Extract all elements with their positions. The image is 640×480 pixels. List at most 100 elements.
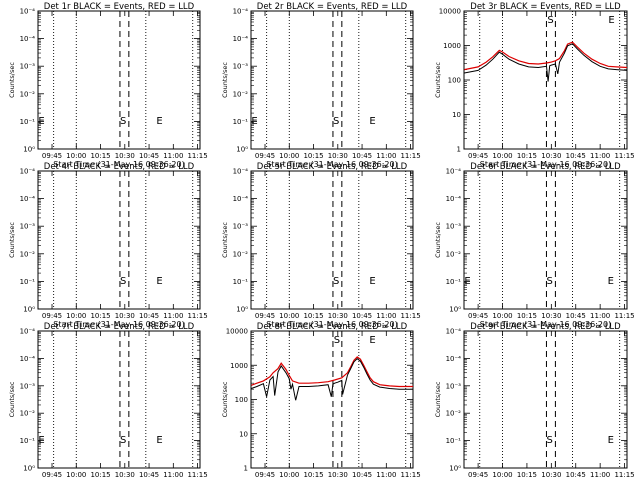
plot-frame (37, 330, 201, 469)
y-tick-label: 10 (239, 430, 248, 438)
start-marker: S (333, 116, 339, 127)
y-tick-label: 10⁻³ (446, 382, 462, 390)
x-tick-label: 10:45 (352, 471, 372, 479)
x-tick-label: 09:45 (42, 312, 62, 320)
y-axis-label: Counts/sec (434, 222, 442, 258)
panel-det-8r: Det 8r BLACK = Events, RED = LLD 09:45 10:… (221, 322, 421, 480)
y-tick-label: 10⁻⁴ (446, 195, 462, 203)
y-tick-label: 10⁻⁴ (446, 328, 462, 336)
y-tick-label: 10⁻⁴ (233, 168, 249, 176)
x-tick-label: 09:45 (468, 152, 488, 160)
x-tick-label: 10:15 (90, 312, 110, 320)
events-series-line (251, 358, 413, 401)
panel-det-7r: Det 7r BLACK = Events, RED = LLD 09:45 10:… (8, 322, 208, 480)
y-tick-label: 10⁻⁴ (20, 355, 36, 363)
y-tick-label: 10⁻¹ (20, 118, 36, 126)
y-axis-label: Counts/sec (221, 62, 229, 98)
end-marker: E (369, 335, 375, 346)
panel-title: Det 4r BLACK = Events, RED = LLD (44, 162, 195, 172)
y-tick-label: 10⁻⁴ (20, 195, 36, 203)
y-tick-label: 10⁻⁴ (233, 195, 249, 203)
panel-det-5r: Det 5r BLACK = Events, RED = LLD 09:45 10:… (221, 162, 421, 329)
y-axis-label: Counts/sec (8, 62, 16, 98)
x-tick-label: 10:00 (279, 471, 299, 479)
end-marker: E (156, 435, 162, 446)
plot-frame (463, 330, 628, 469)
y-tick-label: 10⁻¹ (20, 278, 36, 286)
start-marker: S (334, 335, 340, 346)
x-tick-label: 09:45 (255, 471, 275, 479)
y-tick-label: 10⁰ (236, 306, 248, 314)
y-tick-label: 1 (244, 465, 248, 473)
panel-det-4r: Det 4r BLACK = Events, RED = LLD 09:45 10:… (8, 162, 208, 329)
y-tick-label: 10000 (226, 328, 248, 336)
x-tick-label: 09:45 (42, 152, 62, 160)
panel-det-6r: Det 6r BLACK = Events, RED = LLD 09:45 10:… (434, 162, 635, 329)
x-tick-label: 10:30 (115, 152, 135, 160)
x-tick-label: 11:15 (614, 471, 634, 479)
x-tick-label: 09:45 (468, 312, 488, 320)
x-tick-label: 11:00 (163, 471, 183, 479)
y-tick-label: 10000 (439, 8, 461, 16)
x-tick-label: 11:15 (187, 152, 207, 160)
x-tick-label: 10:45 (139, 152, 159, 160)
x-tick-label: 10:30 (115, 471, 135, 479)
x-tick-label: 11:00 (590, 152, 610, 160)
start-marker: S (547, 276, 553, 287)
plot-frame (250, 10, 414, 150)
x-tick-label: 10:00 (66, 312, 86, 320)
y-tick-label: 10⁻³ (233, 63, 249, 71)
x-tick-label: 10:00 (492, 152, 512, 160)
end-marker: E (369, 116, 375, 127)
y-tick-label: 10⁻⁴ (446, 355, 462, 363)
y-tick-label: 1 (457, 146, 461, 154)
x-tick-label: 10:30 (541, 471, 561, 479)
x-tick-label: 10:30 (541, 152, 561, 160)
x-tick-label: 11:00 (163, 152, 183, 160)
y-axis-label: Counts/sec (221, 222, 229, 258)
x-tick-label: 10:15 (517, 312, 537, 320)
y-tick-label: 10⁻⁴ (20, 328, 36, 336)
y-tick-label: 10⁻¹ (233, 118, 249, 126)
x-tick-label: 10:30 (115, 312, 135, 320)
x-tick-label: 10:30 (541, 312, 561, 320)
panel-det-2r: Det 2r BLACK = Events, RED = LLD 09:45 10:… (221, 2, 421, 169)
x-tick-label: 10:45 (352, 152, 372, 160)
panel-title: Det 5r BLACK = Events, RED = LLD (257, 162, 408, 172)
x-tick-label: 10:15 (303, 471, 323, 479)
plot-frame (37, 10, 201, 150)
x-tick-label: 11:15 (187, 312, 207, 320)
x-tick-label: 10:15 (517, 471, 537, 479)
panel-title: Det 3r BLACK = Events, RED = LLD (470, 2, 621, 12)
y-tick-label: 10⁻³ (233, 223, 249, 231)
y-tick-label: 1000 (443, 42, 461, 50)
x-axis-label: Start Time (31-May-16 09:36:20) (53, 160, 184, 169)
x-tick-label: 10:00 (66, 471, 86, 479)
panel-title: Det 7r BLACK = Events, RED = LLD (44, 322, 195, 332)
y-tick-label: 10⁻² (446, 250, 462, 258)
y-tick-label: 10 (452, 111, 461, 119)
x-tick-label: 10:45 (566, 312, 586, 320)
y-tick-label: 10⁻² (233, 250, 249, 258)
events-series-line (464, 43, 628, 82)
x-tick-label: 11:15 (400, 152, 420, 160)
y-tick-label: 1000 (230, 362, 248, 370)
panel-title: Det 8r BLACK = Events, RED = LLD (257, 322, 408, 332)
y-axis-label: Counts/sec (434, 62, 442, 98)
y-tick-label: 10⁻¹ (233, 278, 249, 286)
x-tick-label: 10:00 (66, 152, 86, 160)
y-tick-label: 10⁰ (23, 465, 35, 473)
x-tick-label: 11:15 (187, 471, 207, 479)
panel-title: Det 2r BLACK = Events, RED = LLD (257, 2, 408, 12)
start-marker: S (120, 276, 126, 287)
x-tick-label: 10:45 (566, 471, 586, 479)
y-tick-label: 10⁻³ (20, 63, 36, 71)
end-marker: E (464, 276, 470, 287)
panel-det-1r: Det 1r BLACK = Events, RED = LLD 09:45 10:… (8, 2, 208, 169)
y-axis-label: Counts/sec (8, 222, 16, 258)
x-tick-label: 09:45 (468, 471, 488, 479)
end-marker: E (608, 435, 614, 446)
panel-title: Det 6r BLACK = Events, RED = LLD (470, 162, 621, 172)
x-tick-label: 10:45 (566, 152, 586, 160)
plot-frame (463, 170, 628, 310)
